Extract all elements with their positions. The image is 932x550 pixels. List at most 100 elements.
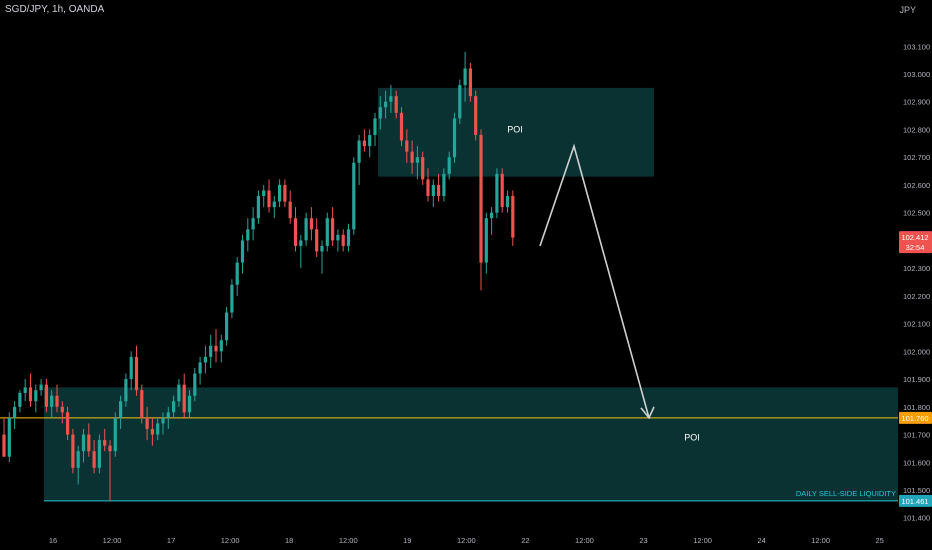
liquidity-price-badge-bg [899,494,932,507]
candle-body [399,112,404,141]
candle-body [103,440,107,446]
candle-body [71,434,75,468]
candle-body [108,445,112,452]
candle-body [225,312,229,341]
candle-body [203,356,207,363]
levels-layer [0,417,898,502]
candle-body [426,179,430,197]
candle-body [352,162,356,230]
candle [219,334,223,363]
candle-body [209,345,213,357]
time-tick-label: 25 [876,536,884,545]
candle [145,406,149,441]
candle [410,140,414,174]
time-tick-label: 12:00 [457,536,476,545]
candle [13,401,17,429]
time-tick-label: 16 [49,536,57,545]
candle [431,179,435,208]
candle-body [299,240,303,246]
price-axis[interactable]: 103.100 103.000 102.900 102.800 102.700 102.6… [899,42,932,523]
candle-body [272,201,276,208]
candle [187,390,192,418]
candle [246,218,250,252]
price-tick-label: 102.700 [903,153,930,162]
candle-body [28,387,33,402]
candle-body [384,101,388,108]
time-axis[interactable]: 16 12:00 17 12:00 18 12:00 19 12:00 22 12:00 23 12:… [49,536,884,545]
candle [50,390,54,418]
candle [490,207,494,235]
candle-body [134,356,139,391]
time-tick-label: 12:00 [339,536,358,545]
candle [134,345,139,396]
candle [474,90,478,141]
candle-body [331,218,335,241]
candle-body [150,428,154,435]
liquidity-price-badge: 101.461 [901,497,928,506]
candle-body [34,390,38,402]
candle [421,151,425,185]
candle [304,212,308,246]
candle [447,151,451,180]
current-price-badge-countdown: 32:54 [906,243,925,252]
symbol-title[interactable]: SGD/JPY, 1h, OANDA [5,4,105,15]
candle [240,234,245,274]
projection-arrow [539,143,655,420]
candle-body [235,262,239,285]
candle-body [60,406,64,413]
price-tick-label: 101.400 [903,514,930,523]
candle-body [495,173,499,213]
price-tick-label: 102.900 [903,98,930,107]
candle-body [505,196,510,208]
candle [484,212,488,274]
candle-body [278,184,282,202]
candle-body [129,356,133,380]
price-tick-label: 102.500 [903,209,930,218]
price-tick-label: 102.800 [903,125,930,134]
candle-body [262,190,266,197]
candle-body [113,417,117,452]
candle [293,207,298,252]
candle [87,423,91,457]
candle [39,379,43,396]
candle [28,373,33,407]
candle-body [468,68,472,97]
poi-label-upper: POI [507,124,523,134]
projection-arrowhead [640,406,655,420]
candle-body [479,135,483,263]
candle-body [193,373,197,396]
candle [373,112,377,147]
candle [235,257,239,296]
candle [352,157,356,235]
candle-body [357,140,361,163]
candle [150,417,154,446]
price-tick-label: 101.800 [903,403,930,412]
current-price-badge-bg [899,231,932,254]
candle [203,345,207,374]
candle [97,434,101,474]
candle [198,356,202,385]
candle [71,428,75,474]
price-tick-label: 101.900 [903,375,930,384]
candle [505,190,510,213]
candle [341,229,345,252]
candle [2,417,6,457]
candle [479,129,483,291]
candle-body [447,157,451,174]
candle [336,229,340,252]
candle [394,90,398,119]
candle-body [378,107,382,119]
candle-body [87,434,91,452]
candle-body [458,85,462,119]
candle [442,168,446,202]
time-tick-label: 12:00 [103,536,122,545]
candle-body [410,151,414,163]
candle-body [182,384,186,413]
level-price-badge-bg [899,411,932,424]
candle [283,179,287,208]
candle [177,379,181,407]
candle [230,279,234,319]
candle [18,390,22,413]
time-tick-label: 12:00 [575,536,594,545]
